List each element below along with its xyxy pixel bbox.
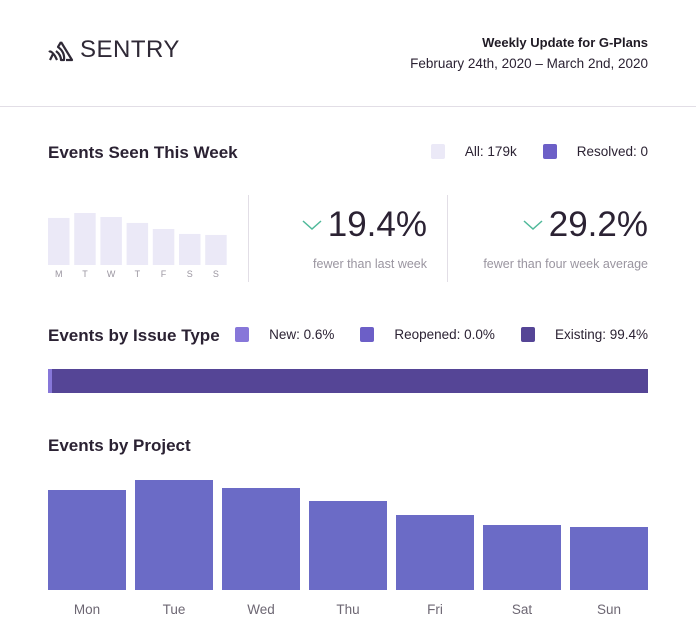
project-day-label: Sat: [511, 602, 533, 617]
legend-swatch-existing: [520, 327, 535, 342]
issue-type-legend: New: 0.6% Reopened: 0.0% Existing: 99.4%: [235, 327, 648, 342]
day-label: W: [106, 269, 116, 279]
day-label: T: [134, 269, 141, 279]
stat-value: 29.2%: [548, 205, 648, 244]
day-label: S: [186, 269, 193, 279]
day-label: S: [212, 269, 219, 279]
stat-label: fewer than four week average: [483, 257, 648, 271]
project-day-label: Tue: [162, 602, 186, 617]
legend-swatch-new: [235, 327, 250, 342]
project-day-label: Wed: [247, 602, 275, 617]
project-day-label: Fri: [427, 602, 443, 617]
legend-existing: Existing: 99.4%: [554, 327, 648, 342]
legend-swatch-resolved: [542, 144, 557, 159]
daily-bar: [48, 217, 70, 265]
brand-name: SENTRY: [80, 36, 180, 63]
legend-new: New: 0.6%: [269, 327, 335, 342]
project-bar: [483, 525, 561, 590]
project-bar: [135, 480, 213, 590]
daily-bar: [179, 233, 201, 265]
day-label: M: [55, 269, 63, 279]
report-title: Weekly Update for G-Plans: [482, 35, 648, 50]
day-label: T: [82, 269, 88, 279]
legend-resolved: Resolved: 0: [576, 144, 648, 159]
project-chart: [48, 480, 648, 590]
project-day-label: Sun: [596, 602, 622, 617]
stat-divider: [447, 195, 448, 282]
daily-events-chart: [48, 213, 227, 265]
header-divider: [0, 106, 696, 107]
legend-reopened: Reopened: 0.0%: [394, 327, 495, 342]
project-bar: [570, 527, 648, 590]
events-week-title: Events Seen This Week: [48, 143, 238, 162]
sentry-logo: SENTRY: [48, 36, 180, 64]
report-header: Weekly Update for G-Plans February 24th,…: [410, 35, 648, 71]
daily-bar: [126, 222, 149, 265]
project-bar: [48, 490, 126, 590]
stat-label: fewer than last week: [313, 257, 427, 271]
project-day-label: Thu: [336, 602, 360, 617]
issue-type-title: Events by Issue Type: [48, 326, 220, 345]
project-day-label: Mon: [73, 602, 101, 617]
events-week-legend: All: 179k Resolved: 0: [405, 144, 648, 159]
stat-four-week: 29.2% fewer than four week average: [483, 205, 648, 271]
issue-segment: [51, 369, 648, 393]
daily-bar: [152, 229, 175, 265]
project-title: Events by Project: [48, 436, 191, 455]
daily-bar: [74, 213, 96, 265]
stat-value: 19.4%: [327, 205, 427, 244]
day-label: F: [160, 269, 167, 279]
project-bar: [396, 515, 474, 590]
legend-swatch-reopened: [360, 327, 375, 342]
issue-type-bar: [48, 369, 648, 393]
chevron-down-icon: [302, 220, 322, 231]
legend-all: All: 179k: [464, 144, 517, 159]
report-date-range: February 24th, 2020 – March 2nd, 2020: [410, 56, 648, 71]
daily-bar: [100, 217, 122, 265]
project-bar: [309, 501, 387, 590]
issue-segment: [48, 369, 52, 393]
daily-bar: [205, 234, 227, 265]
legend-swatch-all: [430, 144, 445, 159]
stat-divider: [248, 195, 249, 282]
project-bar: [222, 488, 300, 590]
stat-last-week: 19.4% fewer than last week: [302, 205, 427, 271]
chevron-down-icon: [523, 220, 543, 231]
sentry-logo-icon: [48, 41, 74, 62]
